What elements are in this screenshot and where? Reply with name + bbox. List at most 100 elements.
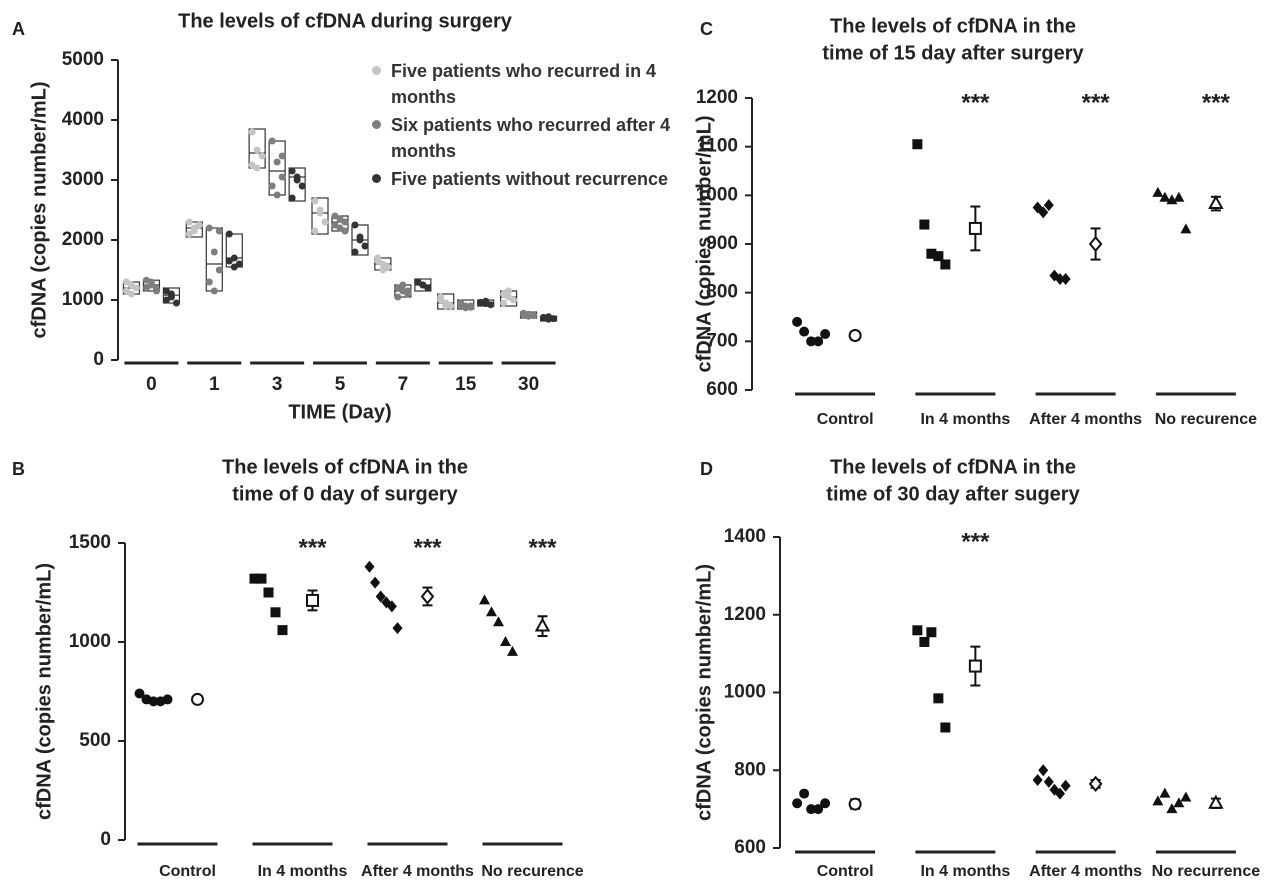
marker xyxy=(148,696,159,707)
point xyxy=(273,191,281,199)
x-tick-label: After 4 months xyxy=(361,863,474,880)
legend: Five patients who recurred in 4 months Si… xyxy=(372,58,672,189)
y-axis-label: cfDNA (copies number/mL) xyxy=(693,115,715,372)
marker xyxy=(919,219,930,230)
panel-label: C xyxy=(700,19,713,39)
marker xyxy=(1208,794,1224,809)
y-tick-label: 4000 xyxy=(62,109,104,130)
y-tick-label: 1500 xyxy=(69,532,111,553)
x-tick-label: 1 xyxy=(209,374,220,395)
legend-swatch xyxy=(372,66,381,75)
point xyxy=(351,248,359,256)
chart-title: time of 0 day of surgery xyxy=(232,483,458,505)
marker xyxy=(370,576,381,589)
marker xyxy=(1173,797,1185,808)
point xyxy=(510,296,518,304)
point xyxy=(419,281,427,289)
marker xyxy=(933,693,944,704)
y-tick-label: 800 xyxy=(734,759,766,780)
significance: *** xyxy=(413,534,442,561)
x-tick-label: No recurence xyxy=(481,863,583,880)
marker xyxy=(926,248,937,259)
marker xyxy=(375,590,386,603)
marker xyxy=(1060,779,1071,792)
point xyxy=(122,278,130,286)
legend-item: Five patients who recurred in 4 months xyxy=(372,58,672,110)
marker xyxy=(806,336,817,347)
y-tick-label: 1000 xyxy=(69,631,111,652)
marker xyxy=(968,221,982,235)
marker xyxy=(820,329,831,340)
x-tick-label: 3 xyxy=(272,374,283,395)
marker xyxy=(420,588,435,605)
point xyxy=(147,281,155,289)
marker xyxy=(500,636,511,646)
y-tick-label: 2000 xyxy=(62,229,104,250)
y-tick-label: 1000 xyxy=(62,289,104,310)
legend-label: Five patients without recurrence xyxy=(391,169,669,189)
point xyxy=(278,173,286,181)
y-tick-label: 900 xyxy=(706,233,738,254)
chart-title: time of 30 day after sugery xyxy=(826,483,1080,505)
point xyxy=(195,221,203,229)
marker xyxy=(1166,803,1178,814)
panel-label: B xyxy=(12,459,25,479)
y-tick-label: 600 xyxy=(734,837,766,858)
point xyxy=(437,296,445,304)
x-tick-label: 0 xyxy=(146,374,157,395)
point xyxy=(268,137,276,145)
point xyxy=(152,285,160,293)
marker xyxy=(799,788,810,799)
point xyxy=(132,284,140,292)
point xyxy=(545,315,553,323)
y-axis-label: cfDNA (copies number/mL) xyxy=(33,563,55,820)
marker xyxy=(479,594,490,605)
point xyxy=(142,276,150,284)
marker xyxy=(1159,191,1171,202)
marker xyxy=(270,607,281,618)
point xyxy=(361,242,369,250)
box xyxy=(185,221,203,238)
point xyxy=(311,227,319,235)
significance: *** xyxy=(1082,89,1111,116)
marker xyxy=(249,573,260,584)
legend-swatch xyxy=(372,174,381,183)
marker xyxy=(1152,795,1164,806)
marker xyxy=(792,798,803,809)
marker xyxy=(1032,773,1043,786)
point xyxy=(293,176,301,184)
point xyxy=(341,227,349,235)
point xyxy=(374,254,382,262)
y-tick-label: 1100 xyxy=(697,136,738,157)
marker xyxy=(1043,199,1054,212)
point xyxy=(278,152,286,160)
marker xyxy=(162,694,173,705)
point xyxy=(447,302,455,310)
point xyxy=(482,300,490,308)
marker xyxy=(1088,235,1103,253)
marker xyxy=(919,636,930,647)
marker xyxy=(1055,273,1066,286)
point xyxy=(253,146,261,154)
marker xyxy=(256,573,267,584)
marker xyxy=(1038,206,1049,219)
point xyxy=(172,299,180,307)
y-tick-label: 0 xyxy=(93,349,104,370)
marker xyxy=(392,622,403,635)
point xyxy=(505,287,513,295)
marker xyxy=(493,616,504,627)
legend-swatch xyxy=(372,120,381,129)
point xyxy=(316,206,324,214)
marker xyxy=(486,606,497,617)
point xyxy=(268,182,276,190)
point xyxy=(230,263,238,271)
y-tick-label: 500 xyxy=(79,730,111,751)
y-tick-label: 1000 xyxy=(696,184,738,205)
marker xyxy=(1043,775,1054,788)
marker xyxy=(820,798,831,809)
marker xyxy=(1055,787,1066,800)
marker xyxy=(507,645,518,656)
point xyxy=(298,182,306,190)
point xyxy=(210,287,218,295)
marker xyxy=(263,587,274,598)
